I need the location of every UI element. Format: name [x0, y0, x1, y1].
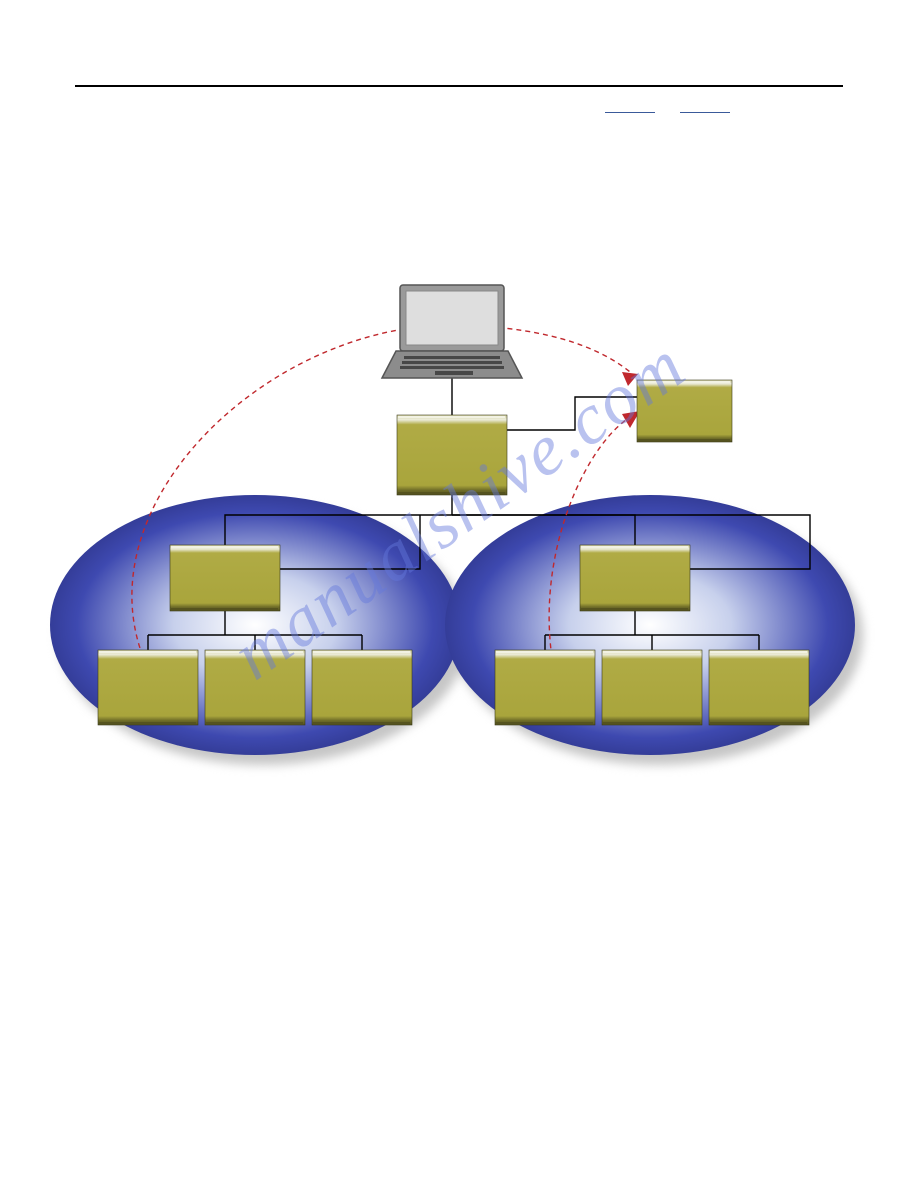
- node-left-child-1: [98, 650, 198, 725]
- diagram-svg: [0, 0, 918, 1188]
- node-right-head: [580, 545, 690, 611]
- diagram: manualshive.com: [0, 0, 918, 1188]
- node-right-child-1: [495, 650, 595, 725]
- node-left-child-2: [205, 650, 305, 725]
- node-right-child-3: [709, 650, 809, 725]
- node-root: [397, 415, 507, 495]
- node-left-head: [170, 545, 280, 611]
- node-left-child-3: [312, 650, 412, 725]
- node-right-child-2: [602, 650, 702, 725]
- node-root-side: [637, 380, 732, 442]
- laptop-icon: [382, 285, 522, 378]
